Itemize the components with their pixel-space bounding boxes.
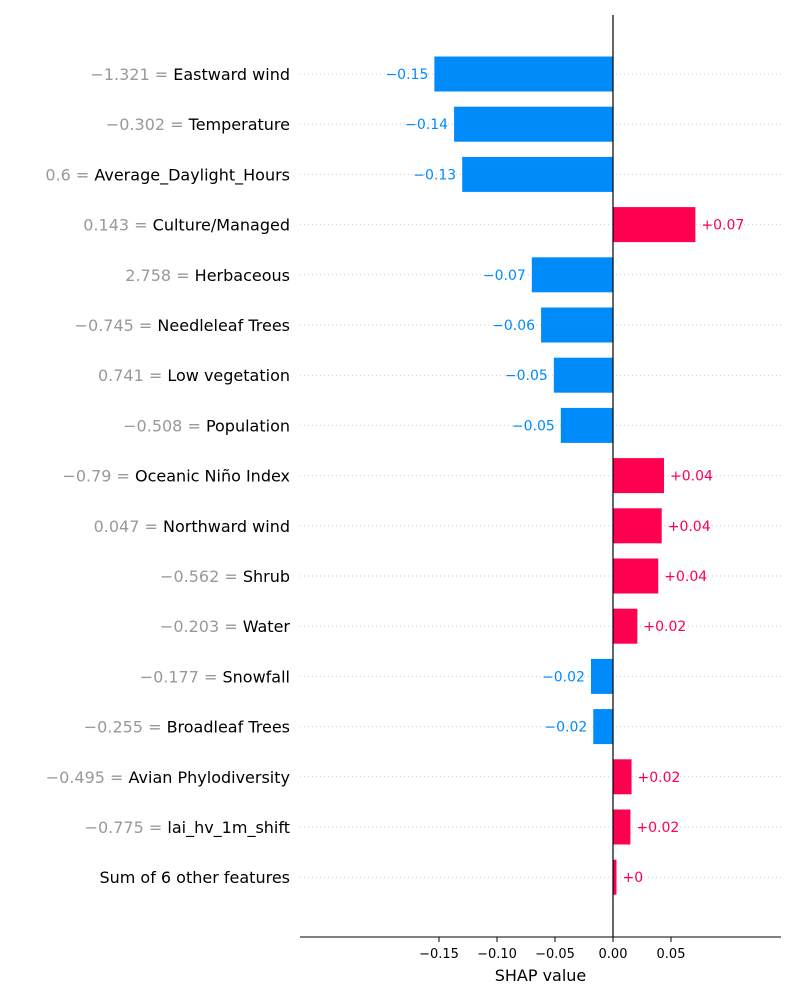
x-tick-label: 0.00 (599, 947, 628, 962)
x-axis: −0.15 −0.10 −0.05 0.00 0.05 SHAP value (300, 936, 781, 985)
feature-name: Average_Daylight_Hours (94, 165, 290, 185)
bar-snowfall (590, 658, 613, 694)
feature-label-oceanic-ni-o-index: −0.79 = Oceanic Niño Index (62, 467, 290, 486)
bar-value-label-herbaceous: −0.07 (483, 268, 526, 284)
feature-value: −0.775 = (85, 818, 168, 837)
bar-value-label-population: −0.05 (512, 418, 555, 434)
feature-name: Shrub (243, 567, 290, 586)
feature-label-average-daylight-hours: 0.6 = Average_Daylight_Hours (45, 165, 290, 185)
feature-value: −0.508 = (123, 416, 206, 435)
feature-name: Oceanic Niño Index (135, 467, 290, 486)
x-tick-label: 0.05 (657, 947, 686, 962)
bar-oceanic-ni-o-index (613, 458, 665, 494)
bar-temperature (454, 106, 613, 142)
feature-label-water: −0.203 = Water (160, 617, 291, 636)
bar-herbaceous (531, 257, 613, 293)
feature-value: −0.745 = (75, 316, 158, 335)
x-axis-title: SHAP value (495, 966, 587, 985)
feature-label-avian-phylodiversity: −0.495 = Avian Phylodiversity (46, 768, 290, 787)
feature-value: −0.302 = (106, 115, 189, 134)
grid-lines (300, 73, 781, 878)
feature-name: Low vegetation (167, 366, 290, 385)
feature-value: −0.79 = (62, 467, 135, 486)
bars (434, 56, 696, 895)
feature-name: Eastward wind (173, 65, 290, 84)
bar-value-label-temperature: −0.14 (405, 117, 448, 133)
feature-label-eastward-wind: −1.321 = Eastward wind (90, 65, 290, 84)
bar-avian-phylodiversity (613, 759, 632, 795)
bar-value-label-culture-managed: +0.07 (701, 218, 744, 234)
feature-value: −0.495 = (46, 768, 129, 787)
bar-low-vegetation (553, 357, 613, 393)
x-tick-label: −0.10 (477, 947, 517, 962)
bar-lai-hv-1m-shift (613, 809, 631, 845)
bar-value-label-avian-phylodiversity: +0.02 (638, 770, 681, 786)
bar-population (560, 407, 613, 443)
feature-name: Snowfall (223, 667, 291, 686)
feature-label-shrub: −0.562 = Shrub (160, 567, 290, 586)
feature-label-broadleaf-trees: −0.255 = Broadleaf Trees (84, 718, 290, 737)
feature-label-needleleaf-trees: −0.745 = Needleleaf Trees (75, 316, 290, 335)
bar-northward-wind (613, 508, 662, 544)
feature-value: 2.758 = (125, 266, 194, 285)
feature-value: 0.6 = (45, 165, 94, 184)
feature-value: 0.047 = (94, 517, 163, 536)
bar-value-label-snowfall: −0.02 (542, 669, 585, 685)
bar-value-labels: −0.15 −0.14 −0.13 +0.07 −0.07 −0.06 −0.05 −0.05… (385, 67, 744, 886)
bar-water (613, 608, 638, 644)
bar-shrub (613, 558, 659, 594)
feature-name: Avian Phylodiversity (129, 768, 290, 787)
feature-value: −0.177 = (140, 667, 223, 686)
feature-label-temperature: −0.302 = Temperature (106, 115, 290, 134)
bar-sum-of-6-other-features (613, 859, 617, 895)
feature-name: Broadleaf Trees (167, 718, 290, 737)
feature-value: 0.143 = (83, 216, 152, 235)
bar-value-label-water: +0.02 (643, 619, 686, 635)
bar-value-label-average-daylight-hours: −0.13 (413, 167, 456, 183)
x-ticks: −0.15 −0.10 −0.05 0.00 0.05 (419, 937, 685, 962)
bar-value-label-broadleaf-trees: −0.02 (544, 720, 587, 736)
feature-label-culture-managed: 0.143 = Culture/Managed (83, 216, 290, 235)
bar-eastward-wind (434, 56, 613, 92)
feature-value: −0.203 = (160, 617, 243, 636)
bar-value-label-oceanic-ni-o-index: +0.04 (670, 469, 713, 485)
feature-value: −0.255 = (84, 718, 167, 737)
feature-labels: −1.321 = Eastward wind −0.302 = Temperatu… (45, 65, 290, 887)
feature-value: 0.741 = (98, 366, 167, 385)
feature-label-population: −0.508 = Population (123, 416, 290, 435)
x-tick-label: −0.05 (535, 947, 575, 962)
feature-name: Sum of 6 other features (99, 868, 290, 887)
feature-name: Herbaceous (195, 266, 290, 285)
x-tick-label: −0.15 (419, 947, 459, 962)
feature-value: −0.562 = (160, 567, 243, 586)
bar-value-label-northward-wind: +0.04 (668, 519, 711, 535)
bar-average-daylight-hours (462, 156, 613, 192)
bar-broadleaf-trees (593, 709, 613, 745)
feature-name: Temperature (188, 115, 290, 134)
feature-label-herbaceous: 2.758 = Herbaceous (125, 266, 290, 285)
feature-label-sum-of-6-other-features: Sum of 6 other features (99, 868, 290, 887)
feature-label-lai-hv-1m-shift: −0.775 = lai_hv_1m_shift (85, 818, 290, 838)
bar-value-label-sum-of-6-other-features: +0 (622, 870, 643, 886)
bar-value-label-needleleaf-trees: −0.06 (492, 318, 535, 334)
bar-value-label-low-vegetation: −0.05 (505, 368, 548, 384)
bar-value-label-lai-hv-1m-shift: +0.02 (636, 820, 679, 836)
feature-name: Northward wind (163, 517, 290, 536)
bar-value-label-eastward-wind: −0.15 (385, 67, 428, 83)
bar-needleleaf-trees (541, 307, 613, 343)
bar-culture-managed (613, 207, 696, 243)
feature-name: Water (243, 617, 291, 636)
feature-label-snowfall: −0.177 = Snowfall (140, 667, 290, 686)
feature-label-northward-wind: 0.047 = Northward wind (94, 517, 290, 536)
feature-name: Population (206, 416, 290, 435)
feature-label-low-vegetation: 0.741 = Low vegetation (98, 366, 290, 385)
bar-value-label-shrub: +0.04 (664, 569, 707, 585)
feature-name: Needleleaf Trees (157, 316, 290, 335)
feature-name: Culture/Managed (153, 216, 290, 235)
feature-value: −1.321 = (90, 65, 173, 84)
feature-name: lai_hv_1m_shift (167, 818, 290, 838)
